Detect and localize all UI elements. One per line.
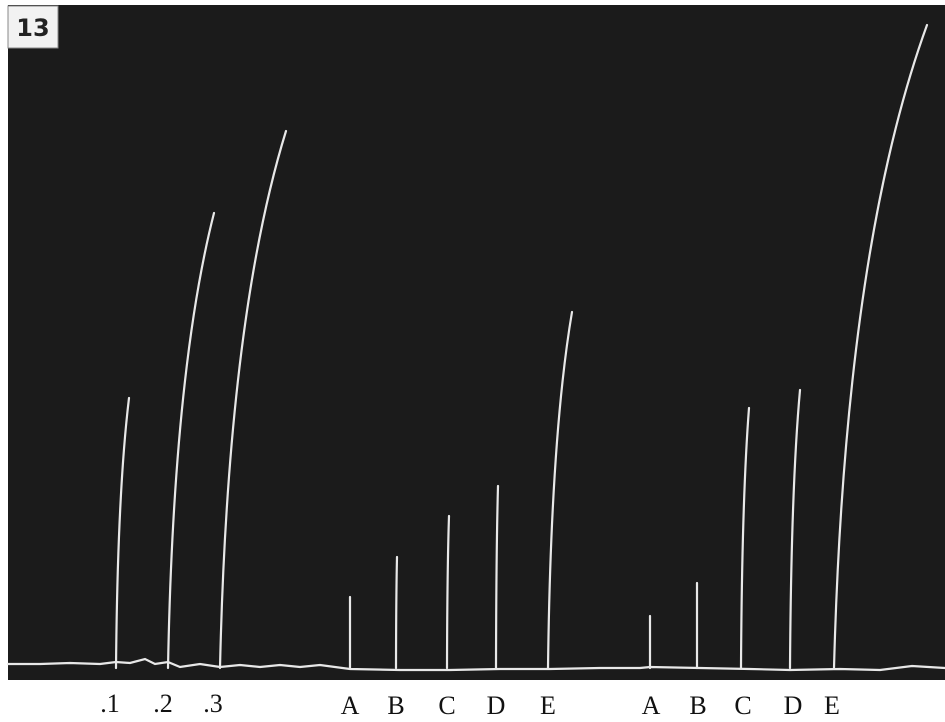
stimulus-label: C xyxy=(734,691,751,720)
stimulus-label: D xyxy=(784,691,803,720)
stimulus-label: E xyxy=(540,691,556,720)
response-trace xyxy=(396,557,397,668)
stimulus-label: E xyxy=(824,691,840,720)
stimulus-label: .3 xyxy=(203,689,223,718)
stimulus-label: A xyxy=(341,691,360,720)
stimulus-label: C xyxy=(438,691,455,720)
recording-background xyxy=(8,5,945,680)
stimulus-label: D xyxy=(487,691,506,720)
stimulus-label: B xyxy=(689,691,706,720)
panel-label: 13 xyxy=(16,14,49,42)
stimulus-label: .1 xyxy=(100,689,120,718)
stimulus-label: A xyxy=(642,691,661,720)
labels: .1 .2 .3 A B C D E A B C D E xyxy=(100,689,840,720)
figure: 13 .1 .2 .3 A B C D E A B C D E xyxy=(0,0,945,722)
stimulus-label: .2 xyxy=(153,689,173,718)
stimulus-label: B xyxy=(387,691,404,720)
